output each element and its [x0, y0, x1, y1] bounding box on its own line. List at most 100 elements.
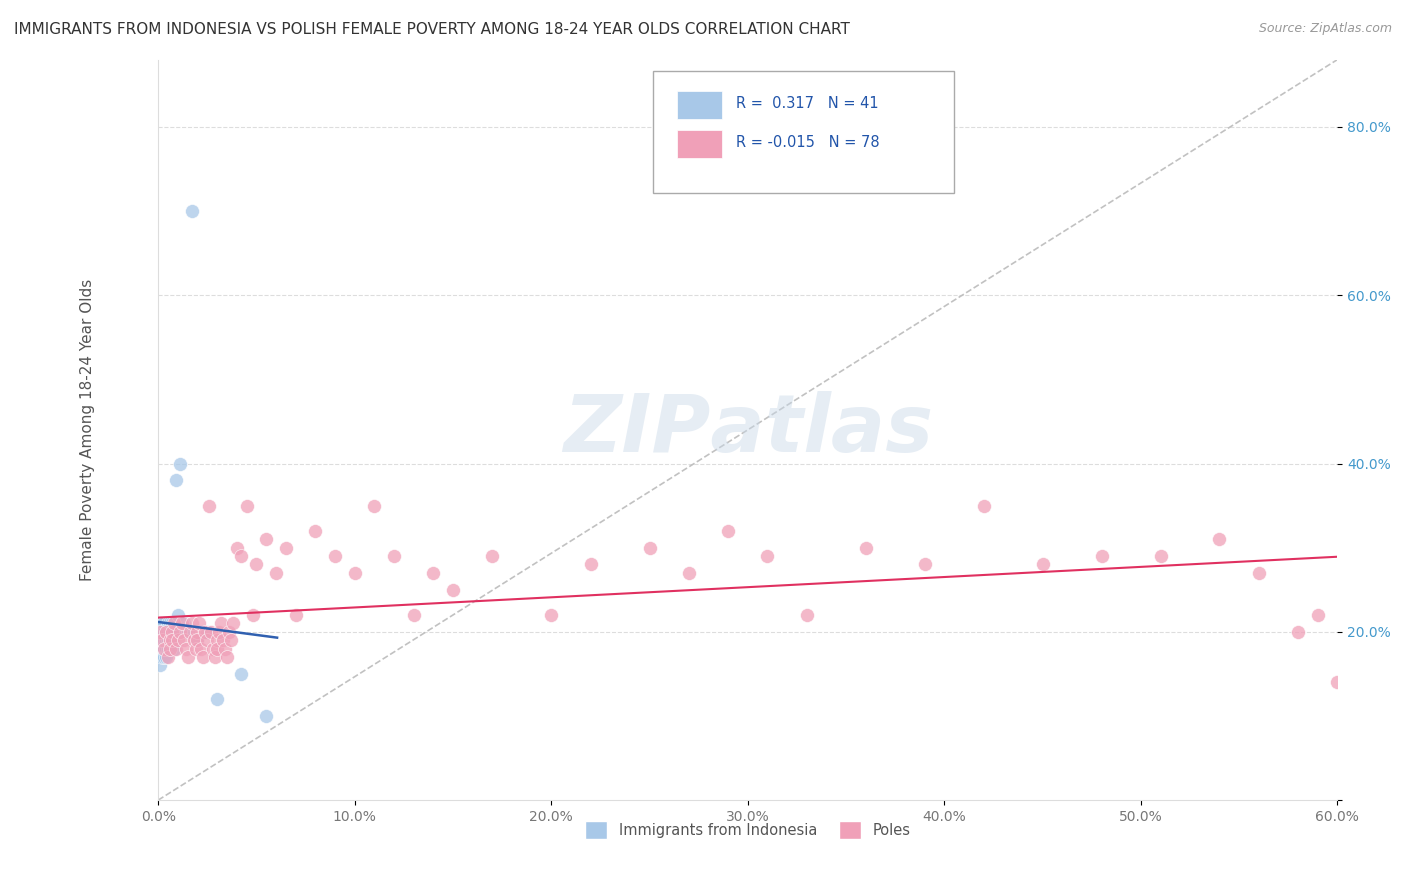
Point [796, 607, 818, 622]
Point [202, 641, 225, 656]
Point [540, 607, 562, 622]
Point [183, 633, 205, 648]
Point [209, 616, 232, 631]
Point [150, 633, 173, 648]
Point [149, 624, 172, 639]
Point [214, 641, 236, 656]
Point [382, 549, 405, 563]
Point [973, 499, 995, 513]
Point [149, 641, 172, 656]
Point [159, 616, 181, 631]
Point [363, 499, 385, 513]
Point [198, 499, 221, 513]
Point [717, 524, 740, 538]
Point [219, 633, 242, 648]
Point [215, 650, 238, 665]
Point [914, 558, 936, 572]
Point [155, 633, 177, 648]
Text: R =  0.317   N = 41: R = 0.317 N = 41 [735, 95, 879, 111]
Point [159, 641, 181, 656]
Point [193, 650, 215, 665]
Point [155, 624, 177, 639]
Point [1306, 607, 1329, 622]
Point [153, 633, 176, 648]
Point [153, 650, 176, 665]
Point [155, 624, 177, 639]
Point [402, 607, 425, 622]
Point [156, 633, 179, 648]
Text: Source: ZipAtlas.com: Source: ZipAtlas.com [1258, 22, 1392, 36]
Point [222, 616, 245, 631]
Point [422, 566, 444, 580]
Point [149, 633, 172, 648]
Point [242, 607, 264, 622]
Point [195, 624, 218, 639]
Point [160, 633, 183, 648]
Point [176, 624, 198, 639]
Point [225, 541, 247, 555]
Point [481, 549, 503, 563]
Point [169, 624, 191, 639]
Legend: Immigrants from Indonesia, Poles: Immigrants from Indonesia, Poles [579, 815, 917, 845]
FancyBboxPatch shape [654, 70, 955, 193]
Point [169, 457, 191, 471]
Point [284, 607, 307, 622]
Point [150, 650, 173, 665]
Point [149, 624, 172, 639]
Point [166, 607, 188, 622]
Point [156, 650, 179, 665]
Point [205, 641, 228, 656]
Point [304, 524, 326, 538]
Point [1090, 549, 1112, 563]
Point [155, 641, 177, 656]
Point [205, 692, 228, 706]
Point [155, 650, 177, 665]
Point [153, 641, 176, 656]
Point [204, 650, 226, 665]
Point [173, 633, 195, 648]
Point [235, 499, 257, 513]
Point [264, 566, 287, 580]
Point [160, 616, 183, 631]
Point [212, 633, 235, 648]
Point [254, 533, 277, 547]
Point [150, 633, 173, 648]
Point [441, 582, 464, 597]
Point [579, 558, 602, 572]
Point [149, 650, 172, 665]
Point [1247, 566, 1270, 580]
Point [638, 541, 661, 555]
Text: ZIP​atlas: ZIP​atlas [562, 391, 932, 469]
Point [208, 624, 231, 639]
Point [855, 541, 877, 555]
Point [200, 624, 222, 639]
Point [176, 650, 198, 665]
Point [166, 633, 188, 648]
Point [160, 624, 183, 639]
Point [160, 633, 183, 648]
Point [274, 541, 297, 555]
Point [1326, 675, 1348, 690]
Point [254, 709, 277, 723]
Point [165, 641, 187, 656]
Point [153, 641, 176, 656]
Point [194, 624, 217, 639]
Point [205, 633, 228, 648]
Point [153, 624, 176, 639]
Text: IMMIGRANTS FROM INDONESIA VS POLISH FEMALE POVERTY AMONG 18-24 YEAR OLDS CORRELA: IMMIGRANTS FROM INDONESIA VS POLISH FEMA… [14, 22, 851, 37]
Point [179, 624, 201, 639]
Point [173, 616, 195, 631]
Point [184, 641, 207, 656]
Point [188, 616, 211, 631]
Point [153, 616, 176, 631]
Point [163, 641, 186, 656]
Point [150, 624, 173, 639]
Point [218, 624, 240, 639]
Point [229, 549, 252, 563]
Point [245, 558, 267, 572]
Point [186, 624, 208, 639]
Point [163, 616, 186, 631]
Point [170, 616, 193, 631]
Text: Female Poverty Among 18-24 Year Olds: Female Poverty Among 18-24 Year Olds [80, 278, 96, 581]
Point [150, 633, 173, 648]
